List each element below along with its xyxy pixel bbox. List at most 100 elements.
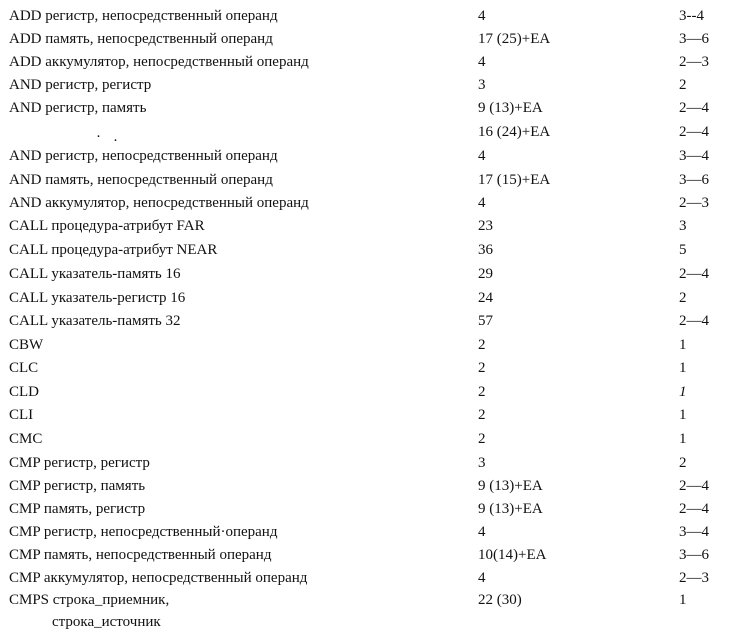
instruction-cell: CLI bbox=[9, 407, 34, 423]
table-row: AND память, непосредственный операнд 17 … bbox=[0, 170, 732, 193]
table-row: CMPS строка_приемник, 22 (30) 1 bbox=[0, 590, 732, 613]
scan-speck: · bbox=[113, 133, 118, 149]
bytes-cell: 3 bbox=[679, 218, 687, 234]
cycles-cell: 9 (13)+EA bbox=[478, 501, 543, 517]
instruction-cell: CLC bbox=[9, 360, 39, 376]
cycles-cell: 17 (25)+EA bbox=[478, 31, 551, 47]
bytes-cell: 2—4 bbox=[679, 266, 709, 282]
bytes-cell: 3—6 bbox=[679, 547, 709, 563]
cycles-cell: 9 (13)+EA bbox=[478, 100, 543, 116]
instruction-cell: AND память, непосредственный операнд bbox=[9, 172, 273, 188]
cycles-cell: 10(14)+EA bbox=[478, 547, 547, 563]
instruction-continuation: строка_источник bbox=[52, 614, 161, 630]
table-row: ADD регистр, непосредственный операнд 4 … bbox=[0, 6, 732, 29]
cycles-cell: 16 (24)+EA bbox=[478, 124, 551, 140]
table-row: ADD аккумулятор, непосредственный операн… bbox=[0, 52, 732, 75]
bytes-cell: 2—3 bbox=[679, 54, 709, 70]
bytes-cell: 2—3 bbox=[679, 570, 709, 586]
cycles-cell: 2 bbox=[478, 431, 486, 447]
scan-speck: · bbox=[96, 129, 101, 145]
table-row: AND регистр, память 9 (13)+EA 2—4 bbox=[0, 98, 732, 121]
bytes-cell: 2 bbox=[679, 77, 687, 93]
table-row: CLD 2 1 bbox=[0, 382, 732, 405]
bytes-cell: 2—3 bbox=[679, 195, 709, 211]
table-row: AND регистр, непосредственный операнд 4 … bbox=[0, 146, 732, 169]
bytes-cell: 3—4 bbox=[679, 524, 709, 540]
instruction-cell: CMP регистр, непосредственный·операнд bbox=[9, 524, 278, 540]
table-row: CMP аккумулятор, непосредственный операн… bbox=[0, 568, 732, 591]
bytes-cell: 3—6 bbox=[679, 172, 709, 188]
table-row: CMP регистр, память 9 (13)+EA 2—4 bbox=[0, 476, 732, 499]
cycles-cell: 9 (13)+EA bbox=[478, 478, 543, 494]
bytes-cell: 3—4 bbox=[679, 148, 709, 164]
instruction-cell: CMP регистр, регистр bbox=[9, 455, 150, 471]
cycles-cell: 36 bbox=[478, 242, 493, 258]
instruction-cell: CMP аккумулятор, непосредственный операн… bbox=[9, 570, 308, 586]
table-row: CMP память, регистр 9 (13)+EA 2—4 bbox=[0, 499, 732, 522]
bytes-cell: 3—6 bbox=[679, 31, 709, 47]
cycles-cell: 3 bbox=[478, 455, 486, 471]
table-row: CMP память, непосредственный операнд 10(… bbox=[0, 545, 732, 568]
cycles-cell: 2 bbox=[478, 384, 486, 400]
bytes-cell: 2 bbox=[679, 290, 687, 306]
instruction-cell: CMP регистр, память bbox=[9, 478, 146, 494]
instruction-cell: CALL процедура-атрибут NEAR bbox=[9, 242, 218, 258]
table-row: CMP регистр, непосредственный·операнд 4 … bbox=[0, 522, 732, 545]
bytes-cell: 1 bbox=[679, 407, 687, 423]
instruction-cell: ADD регистр, непосредственный операнд bbox=[9, 8, 278, 24]
table-row: CALL процедура-атрибут FAR 23 3 bbox=[0, 216, 732, 239]
table-row: CBW 2 1 bbox=[0, 335, 732, 358]
bytes-cell: 1 bbox=[679, 337, 687, 353]
bytes-cell: 5 bbox=[679, 242, 687, 258]
bytes-cell: 1 bbox=[679, 360, 687, 376]
table-row: AND регистр, регистр 3 2 bbox=[0, 75, 732, 98]
table-row: CALL указатель-память 16 29 2—4 bbox=[0, 264, 732, 287]
cycles-cell: 4 bbox=[478, 8, 486, 24]
table-row: CALL указатель-память 32 57 2—4 bbox=[0, 311, 732, 334]
bytes-cell: 1 bbox=[679, 592, 687, 608]
table-row: CALL указатель-регистр 16 24 2 bbox=[0, 288, 732, 311]
instruction-cell: AND регистр, память bbox=[9, 100, 147, 116]
table-row: CMC 2 1 bbox=[0, 429, 732, 452]
bytes-cell: 2—4 bbox=[679, 100, 709, 116]
cycles-cell: 17 (15)+EA bbox=[478, 172, 551, 188]
table-row: CLI 2 1 bbox=[0, 405, 732, 428]
cycles-cell: 4 bbox=[478, 148, 486, 164]
instruction-cell: CMPS строка_приемник, bbox=[9, 592, 170, 608]
instruction-cell: AND аккумулятор, непосредственный операн… bbox=[9, 195, 309, 211]
cycles-cell: 57 bbox=[478, 313, 493, 329]
instruction-cell: ADD память, непосредственный операнд bbox=[9, 31, 273, 47]
table-row: AND аккумулятор, непосредственный операн… bbox=[0, 193, 732, 216]
bytes-cell: 2 bbox=[679, 455, 687, 471]
instruction-cell: CALL процедура-атрибут FAR bbox=[9, 218, 205, 234]
instruction-cell: CMC bbox=[9, 431, 43, 447]
bytes-cell: 2—4 bbox=[679, 124, 709, 140]
instruction-cell: CMP память, непосредственный операнд bbox=[9, 547, 272, 563]
table-row: 16 (24)+EA 2—4 bbox=[0, 122, 732, 145]
cycles-cell: 24 bbox=[478, 290, 493, 306]
cycles-cell: 4 bbox=[478, 54, 486, 70]
cycles-cell: 4 bbox=[478, 524, 486, 540]
cycles-cell: 4 bbox=[478, 570, 486, 586]
instruction-cell: CALL указатель-память 16 bbox=[9, 266, 181, 282]
instruction-cell: CALL указатель-память 32 bbox=[9, 313, 181, 329]
table-row: CMP регистр, регистр 3 2 bbox=[0, 453, 732, 476]
instruction-cell: CMP память, регистр bbox=[9, 501, 146, 517]
cycles-cell: 22 (30) bbox=[478, 592, 522, 608]
instruction-cell: CBW bbox=[9, 337, 44, 353]
cycles-cell: 3 bbox=[478, 77, 486, 93]
table-row: CALL процедура-атрибут NEAR 36 5 bbox=[0, 240, 732, 263]
cycles-cell: 2 bbox=[478, 360, 486, 376]
cycles-cell: 4 bbox=[478, 195, 486, 211]
bytes-cell: 2—4 bbox=[679, 501, 709, 517]
table-row: ADD память, непосредственный операнд 17 … bbox=[0, 29, 732, 52]
cycles-cell: 29 bbox=[478, 266, 493, 282]
bytes-cell: 1 bbox=[679, 384, 687, 400]
cycles-cell: 2 bbox=[478, 407, 486, 423]
bytes-cell: 2—4 bbox=[679, 478, 709, 494]
instruction-cell: AND регистр, непосредственный операнд bbox=[9, 148, 278, 164]
instruction-cell: CLD bbox=[9, 384, 39, 400]
cycles-cell: 23 bbox=[478, 218, 493, 234]
bytes-cell: 2—4 bbox=[679, 313, 709, 329]
bytes-cell: 1 bbox=[679, 431, 687, 447]
